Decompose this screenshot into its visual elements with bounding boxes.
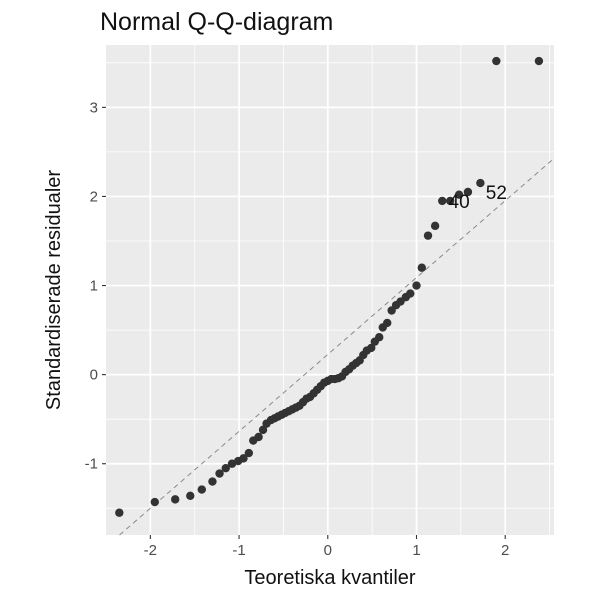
x-tick-label: -2 <box>144 542 157 559</box>
y-axis-title: Standardiserade residualer <box>43 170 65 410</box>
data-point <box>258 425 268 435</box>
data-point <box>463 187 473 197</box>
x-tick-label: 2 <box>501 542 509 559</box>
data-point <box>446 196 455 206</box>
data-point <box>197 485 207 494</box>
data-point <box>476 178 485 188</box>
x-axis-title: Teoretiska kvantiler <box>244 567 416 589</box>
data-point <box>417 263 427 272</box>
data-point <box>150 497 159 507</box>
x-tick-label: 1 <box>412 542 420 559</box>
data-point <box>383 318 392 328</box>
grid-minor <box>106 45 554 535</box>
data-point <box>115 508 124 517</box>
y-tick-label: 2 <box>90 188 98 205</box>
data-point <box>186 491 195 500</box>
data-point <box>430 221 440 231</box>
data-point <box>375 333 384 342</box>
data-point <box>454 190 464 199</box>
point-label: 40 <box>449 192 470 213</box>
point-labels: 40 52 <box>449 183 507 213</box>
plot-panel <box>106 45 554 535</box>
reference-line <box>119 158 555 536</box>
data-point <box>208 477 217 486</box>
data-point <box>406 289 415 298</box>
y-tick-label: 0 <box>90 367 98 384</box>
y-tick-label: 3 <box>90 99 98 116</box>
x-tick-label: -1 <box>232 542 245 559</box>
data-point <box>438 196 447 206</box>
data-point <box>244 448 254 458</box>
data-point <box>254 432 263 442</box>
data-point <box>170 495 180 504</box>
x-tick-label: 0 <box>324 542 332 559</box>
data-points <box>115 56 544 517</box>
chart-title: Normal Q-Q-diagram <box>100 8 333 36</box>
data-point <box>221 463 230 473</box>
data-point <box>367 343 376 353</box>
y-tick-label: 1 <box>90 278 98 295</box>
x-axis: -2 -1 0 1 2 <box>144 535 509 559</box>
data-point <box>412 281 421 290</box>
point-label: 52 <box>486 183 507 204</box>
data-point <box>534 56 544 66</box>
y-axis: -1 0 1 2 3 <box>85 99 106 473</box>
data-point <box>239 454 248 463</box>
y-tick-label: -1 <box>85 456 98 473</box>
data-point <box>423 231 433 240</box>
grid-major <box>106 45 554 535</box>
data-point <box>215 469 224 478</box>
data-point <box>492 56 501 66</box>
